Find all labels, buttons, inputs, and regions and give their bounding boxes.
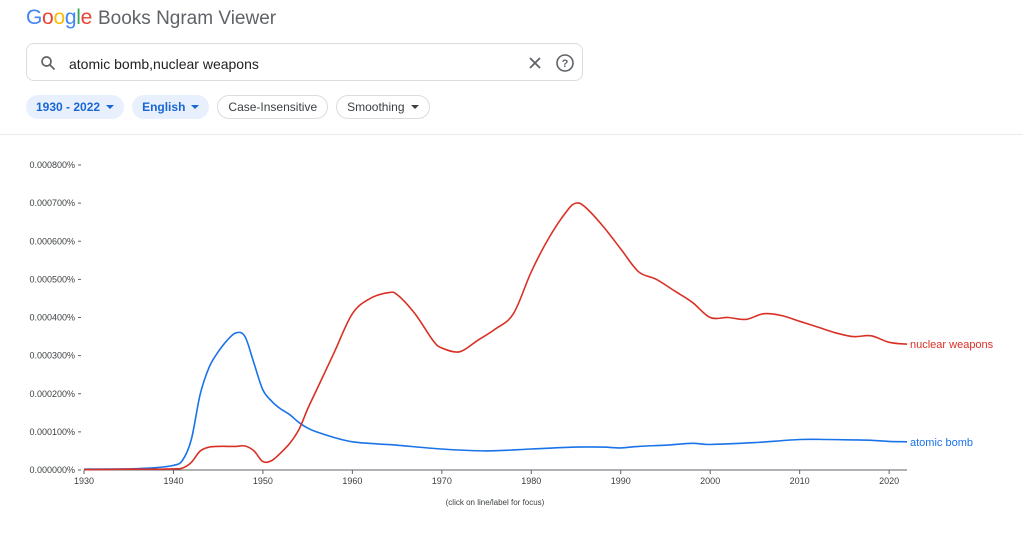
x-tick-label: 1970 xyxy=(432,476,452,486)
logo-letter: G xyxy=(26,6,43,29)
search-box: ? xyxy=(26,43,583,81)
chevron-down-icon xyxy=(410,105,419,109)
app-title: Books Ngram Viewer xyxy=(97,8,277,29)
smoothing-chip[interactable]: Smoothing xyxy=(336,95,430,119)
date-range-label: 1930 - 2022 xyxy=(36,100,101,114)
y-tick-label: 0.000700% xyxy=(29,198,75,208)
chevron-down-icon xyxy=(106,105,115,109)
svg-text:?: ? xyxy=(562,58,569,70)
y-tick-label: 0.000100% xyxy=(29,427,75,437)
date-range-chip[interactable]: 1930 - 2022 xyxy=(26,95,125,119)
logo-letter: o xyxy=(53,6,65,29)
google-logo[interactable]: Google xyxy=(26,6,92,30)
x-tick-label: 1950 xyxy=(253,476,273,486)
logo-letter: e xyxy=(80,6,93,29)
x-tick-label: 2010 xyxy=(790,476,810,486)
close-icon[interactable] xyxy=(527,55,543,71)
logo-letter: o xyxy=(42,6,54,29)
x-tick-label: 2020 xyxy=(879,476,899,486)
x-tick-label: 1980 xyxy=(521,476,541,486)
series-label-atomic-bomb[interactable]: atomic bomb xyxy=(910,437,973,449)
focus-hint: (click on line/label for focus) xyxy=(445,498,545,507)
help-icon[interactable]: ? xyxy=(555,53,575,73)
case-label: Case-Insensitive xyxy=(228,100,318,114)
corpus-chip[interactable]: English xyxy=(132,95,210,119)
search-input[interactable] xyxy=(67,52,511,76)
y-tick-label: 0.000800% xyxy=(29,160,75,170)
x-tick-label: 1990 xyxy=(611,476,631,486)
y-tick-label: 0.000400% xyxy=(29,313,75,323)
divider xyxy=(0,134,1023,135)
logo-letter: l xyxy=(76,6,81,29)
series-label-nuclear-weapons[interactable]: nuclear weapons xyxy=(910,339,994,351)
x-tick-label: 1940 xyxy=(163,476,183,486)
x-tick-label: 1960 xyxy=(342,476,362,486)
y-tick-label: 0.000500% xyxy=(29,274,75,284)
chevron-down-icon xyxy=(191,105,200,109)
y-tick-label: 0.000200% xyxy=(29,389,75,399)
series-line-atomic-bomb[interactable] xyxy=(83,331,908,470)
app-header: Google Books Ngram Viewer xyxy=(26,6,276,32)
ngram-chart: 0.000000% 0.000100% 0.000200% 0.000300% 0.00… xyxy=(29,160,994,486)
x-tick-label: 1930 xyxy=(74,476,94,486)
smoothing-label: Smoothing xyxy=(347,100,405,114)
filter-chips: 1930 - 2022 English Case-Insensitive Smo… xyxy=(26,95,430,119)
search-icon[interactable] xyxy=(39,54,57,72)
series-line-nuclear-weapons[interactable] xyxy=(83,202,908,471)
corpus-label: English xyxy=(142,100,186,114)
logo-letter: g xyxy=(64,6,77,29)
y-tick-label: 0.000300% xyxy=(29,351,75,361)
y-tick-label: 0.000000% xyxy=(29,465,75,475)
y-tick-label: 0.000600% xyxy=(29,236,75,246)
x-tick-label: 2000 xyxy=(700,476,720,486)
case-insensitive-chip[interactable]: Case-Insensitive xyxy=(217,95,329,119)
